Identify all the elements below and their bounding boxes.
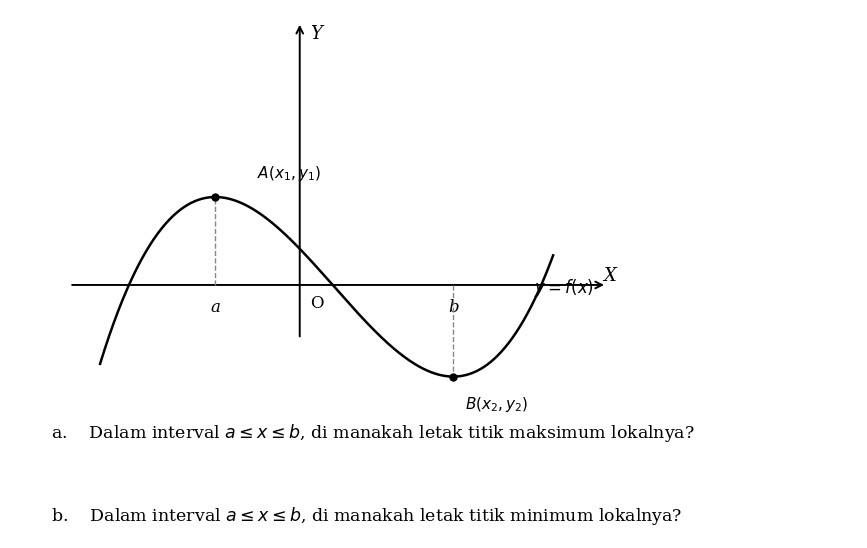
- Text: $B(x_2, y_2)$: $B(x_2, y_2)$: [465, 395, 528, 414]
- Text: b: b: [448, 299, 459, 316]
- Text: $A(x_1, y_1)$: $A(x_1, y_1)$: [257, 163, 322, 182]
- Text: a.    Dalam interval $a \leq x \leq b$, di manakah letak titik maksimum lokalnya: a. Dalam interval $a \leq x \leq b$, di …: [51, 422, 694, 444]
- Text: $y = f(x)$: $y = f(x)$: [534, 277, 594, 299]
- Text: Y: Y: [310, 25, 322, 43]
- Text: b.    Dalam interval $a \leq x \leq b$, di manakah letak titik minimum lokalnya?: b. Dalam interval $a \leq x \leq b$, di …: [51, 505, 682, 527]
- Text: X: X: [603, 267, 616, 286]
- Text: O: O: [310, 295, 323, 312]
- Text: a: a: [211, 299, 220, 316]
